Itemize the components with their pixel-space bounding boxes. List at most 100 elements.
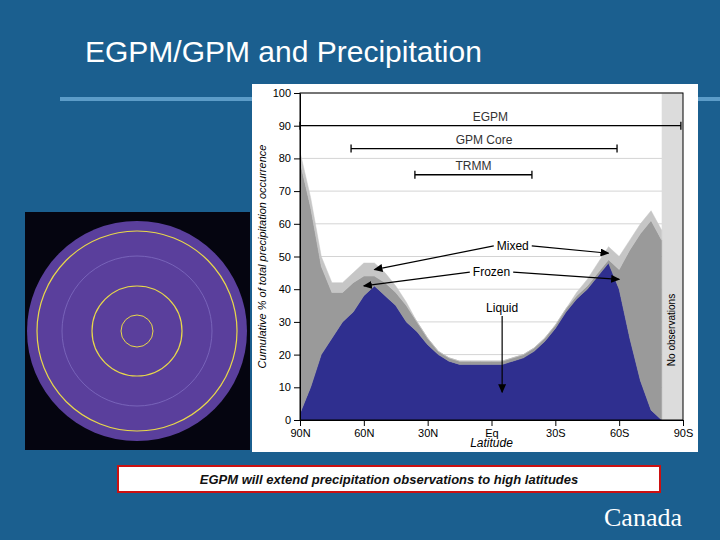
plot-area xyxy=(300,93,683,420)
tick: 30 xyxy=(279,316,300,328)
tick: 90 xyxy=(279,120,300,132)
range-line xyxy=(415,174,532,175)
tick-mark xyxy=(294,322,300,323)
tick-mark xyxy=(300,420,301,426)
tick-label: 20 xyxy=(279,349,291,361)
map-ring xyxy=(121,315,153,347)
map-ring xyxy=(62,256,212,406)
range-cap xyxy=(414,171,415,179)
tick: 60S xyxy=(610,420,630,439)
range-label: EGPM xyxy=(473,110,508,124)
y-axis-title: Cumulative % of total precipitation occu… xyxy=(256,145,268,369)
series-labels: Liquid Frozen Mixed xyxy=(364,239,619,392)
polar-map xyxy=(25,212,250,450)
grid-line xyxy=(300,158,683,159)
area-mixed xyxy=(300,152,662,361)
arrow xyxy=(532,246,609,253)
grid xyxy=(300,93,683,420)
tick-label: 100 xyxy=(273,87,291,99)
no-observation-band xyxy=(662,93,683,420)
tick-mark xyxy=(294,289,300,290)
tick-label: 90N xyxy=(290,427,310,439)
tick-mark xyxy=(428,420,429,426)
tick-mark xyxy=(619,420,620,426)
tick: 60 xyxy=(279,218,300,230)
range-cap xyxy=(680,122,681,130)
range-line xyxy=(351,148,617,149)
tick-mark xyxy=(294,387,300,388)
series-label: Frozen xyxy=(473,265,510,279)
tick-label: 50 xyxy=(279,251,291,263)
coverage-range: TRMM xyxy=(415,159,532,179)
chart-panel xyxy=(252,84,698,452)
tick: 0 xyxy=(285,414,300,426)
y-axis: 0 10 20 30 40 50 60 70 80 90 100 xyxy=(273,87,301,426)
tick-label: 10 xyxy=(279,381,291,393)
grid-line xyxy=(300,125,683,126)
map-ring xyxy=(37,231,237,431)
range-label: GPM Core xyxy=(456,133,513,147)
tick: 20 xyxy=(279,349,300,361)
tick-label: 90 xyxy=(279,120,291,132)
arrow xyxy=(502,316,503,392)
grid-line xyxy=(300,223,683,224)
tick: 90N xyxy=(290,420,310,439)
tick-mark xyxy=(364,420,365,426)
tick-mark xyxy=(294,355,300,356)
tick-label: 0 xyxy=(285,414,291,426)
plot-frame xyxy=(300,93,683,420)
tick: 10 xyxy=(279,381,300,393)
tick-label: 70 xyxy=(279,185,291,197)
range-cap xyxy=(531,171,532,179)
y-axis-line xyxy=(300,94,301,421)
range-cap xyxy=(616,145,617,153)
coverage-ranges: EGPM GPM Core TRMM xyxy=(300,110,681,179)
tick-label: 60S xyxy=(610,427,630,439)
tick-mark xyxy=(555,420,556,426)
tick: 60N xyxy=(354,420,374,439)
range-line xyxy=(300,125,681,126)
slide-title: EGPM/GPM and Precipitation xyxy=(85,35,482,68)
tick-label: 60 xyxy=(279,218,291,230)
tick-mark xyxy=(294,191,300,192)
tick-mark xyxy=(294,420,300,421)
tick: 100 xyxy=(273,87,300,99)
caption: EGPM will extend precipitation observati… xyxy=(200,472,579,487)
range-cap xyxy=(299,122,300,130)
coverage-range: EGPM xyxy=(300,110,681,130)
tick-mark xyxy=(294,93,300,94)
tick-label: 30 xyxy=(279,316,291,328)
area-frozen xyxy=(300,162,662,420)
series-label: Liquid xyxy=(486,301,518,315)
tick-label: 40 xyxy=(279,283,291,295)
tick: 70 xyxy=(279,185,300,197)
tick: 50 xyxy=(279,251,300,263)
tick: 30N xyxy=(418,420,438,439)
tick-mark xyxy=(294,224,300,225)
range-label: TRMM xyxy=(455,159,491,173)
coverage-range: GPM Core xyxy=(351,133,617,153)
series-label: Mixed xyxy=(497,239,529,253)
map-ring xyxy=(92,286,182,376)
tick-mark xyxy=(683,420,684,426)
x-axis-title: Latitude xyxy=(470,436,513,450)
tick: 80 xyxy=(279,152,300,164)
map-frame xyxy=(25,212,250,450)
annotation: No observations xyxy=(666,294,677,366)
tick-label: 60N xyxy=(354,427,374,439)
tick-label: 90S xyxy=(674,427,694,439)
range-cap xyxy=(350,145,351,153)
tick-mark xyxy=(294,158,300,159)
logo-text: Canada xyxy=(604,503,682,532)
arrow xyxy=(374,246,493,270)
tick-label: 30S xyxy=(546,427,566,439)
tick-mark xyxy=(294,257,300,258)
caption-box xyxy=(118,466,660,492)
arrow xyxy=(513,272,619,279)
tick: 40 xyxy=(279,283,300,295)
tick-label: 30N xyxy=(418,427,438,439)
tick: 90S xyxy=(674,420,694,439)
grid-line xyxy=(300,191,683,192)
tick-label: 80 xyxy=(279,152,291,164)
tick: 30S xyxy=(546,420,566,439)
